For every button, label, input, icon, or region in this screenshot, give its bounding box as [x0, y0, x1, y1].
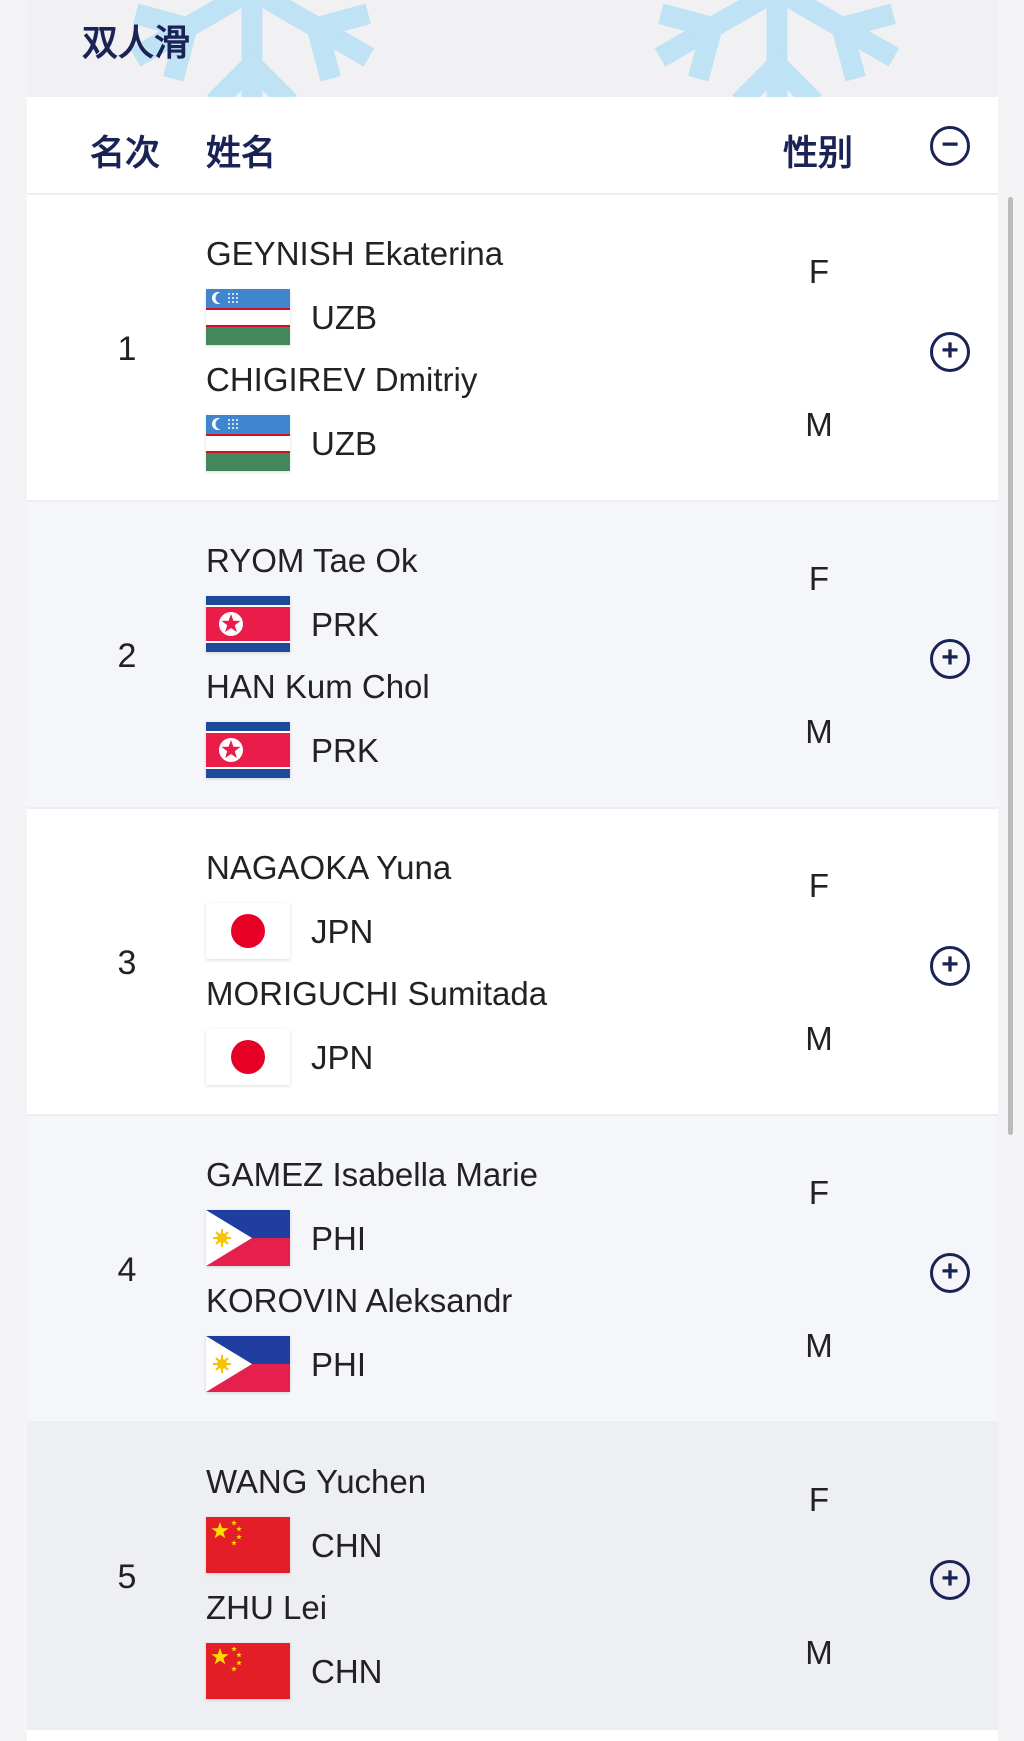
athlete-name: ZHU Lei [206, 1589, 328, 1626]
noc-code: PHI [311, 1220, 367, 1257]
minus-circle-icon[interactable]: − [930, 126, 970, 166]
results-card: 双人滑 名次 姓名 性别 − 1 GEYNISH Ekaterina UZB CHI… [27, 0, 998, 1741]
gender: M [805, 1634, 833, 1671]
flag-uzb-icon [206, 289, 290, 345]
athlete-name: WANG Yuchen [206, 1463, 427, 1500]
gender: F [808, 1481, 830, 1518]
rank: 5 [117, 1558, 137, 1596]
gender: F [808, 1174, 830, 1211]
column-name: 姓名 [206, 134, 277, 173]
column-gender: 性别 [783, 134, 854, 173]
noc-code: JPN [311, 913, 374, 950]
table-row: 3 NAGAOKA Yuna JPN MORIGUCHI Sumitada JPN F… [27, 809, 998, 1116]
athlete-name: CHIGIREV Dmitriy [206, 361, 478, 398]
gender: M [805, 713, 833, 750]
header-band: 双人滑 [27, 0, 998, 97]
noc-code: PRK [311, 732, 379, 769]
gender: F [808, 253, 830, 290]
snowflake-icon [627, 0, 927, 97]
flag-jpn-icon [206, 1029, 290, 1085]
rank: 4 [117, 1251, 137, 1289]
table-row: 4 GAMEZ Isabella Marie PHI KOROVIN Aleksan… [27, 1116, 998, 1423]
gender: F [808, 867, 830, 904]
page-title: 双人滑 [82, 22, 191, 63]
athlete-name: NAGAOKA Yuna [206, 849, 452, 886]
athlete-name: KOROVIN Aleksandr [206, 1282, 513, 1319]
flag-jpn-icon [206, 903, 290, 959]
rank: 3 [117, 944, 137, 982]
plus-circle-icon[interactable]: + [930, 1560, 970, 1600]
table-row: 1 GEYNISH Ekaterina UZB CHIGIREV Dmitriy U… [27, 195, 998, 502]
athlete-name: GAMEZ Isabella Marie [206, 1156, 538, 1193]
plus-circle-icon[interactable]: + [930, 1253, 970, 1293]
athlete-name: HAN Kum Chol [206, 668, 430, 705]
athlete-name: RYOM Tae Ok [206, 542, 418, 579]
gender: M [805, 1020, 833, 1057]
noc-code: CHN [311, 1527, 383, 1564]
flag-phi-icon [206, 1210, 290, 1266]
rank: 2 [117, 637, 137, 675]
flag-chn-icon [206, 1643, 290, 1699]
athlete-name: MORIGUCHI Sumitada [206, 975, 548, 1012]
plus-circle-icon[interactable]: + [930, 639, 970, 679]
noc-code: UZB [311, 299, 377, 336]
athlete-name: GEYNISH Ekaterina [206, 235, 504, 272]
flag-prk-icon [206, 722, 290, 778]
scrollbar[interactable] [1008, 197, 1013, 1135]
flag-uzb-icon [206, 415, 290, 471]
gender: M [805, 1327, 833, 1364]
plus-circle-icon[interactable]: + [930, 946, 970, 986]
gender: M [805, 406, 833, 443]
noc-code: PRK [311, 606, 379, 643]
flag-prk-icon [206, 596, 290, 652]
table-header: 名次 姓名 性别 − [27, 97, 998, 195]
table-row: 2 RYOM Tae Ok PRK HAN Kum Chol PRK F M + [27, 502, 998, 809]
flag-chn-icon [206, 1517, 290, 1573]
noc-code: JPN [311, 1039, 374, 1076]
noc-code: PHI [311, 1346, 367, 1383]
noc-code: CHN [311, 1653, 383, 1690]
table-row: 5 WANG Yuchen CHN ZHU Lei CHN F M + [27, 1423, 998, 1730]
noc-code: UZB [311, 425, 377, 462]
column-rank: 名次 [90, 134, 161, 173]
gender: F [808, 560, 830, 597]
flag-phi-icon [206, 1336, 290, 1392]
rank: 1 [117, 330, 137, 368]
plus-circle-icon[interactable]: + [930, 332, 970, 372]
